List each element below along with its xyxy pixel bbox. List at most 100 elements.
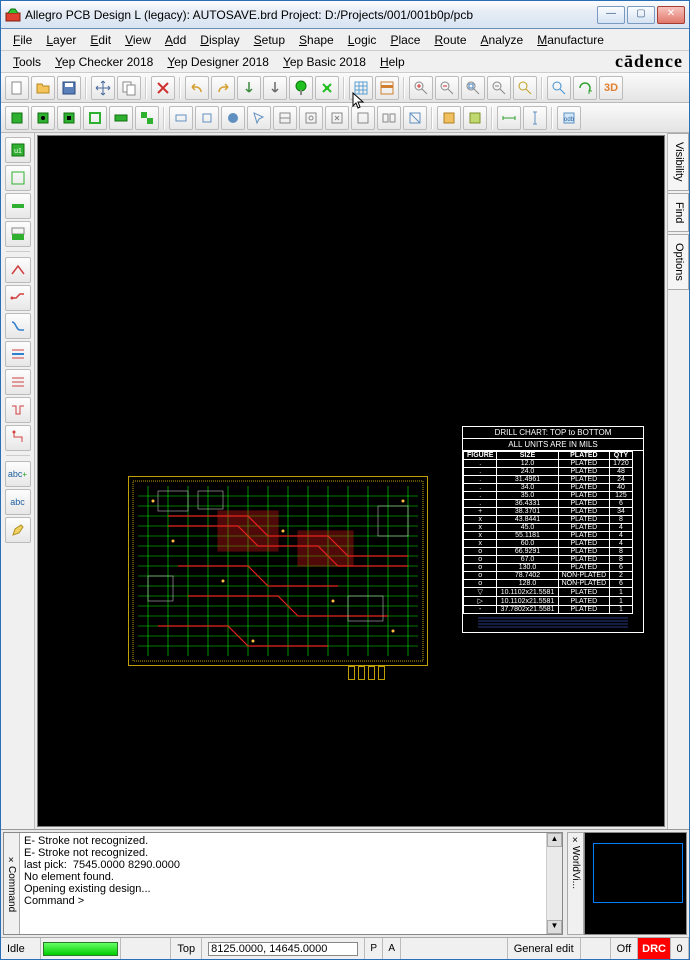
main-area: u1 abc+ abc — [1, 133, 689, 829]
shape-3-button[interactable] — [57, 106, 81, 130]
status-drc[interactable]: DRC — [638, 938, 671, 959]
status-a[interactable]: A — [383, 938, 401, 959]
3d-button[interactable]: 3D — [599, 76, 623, 100]
copy-button[interactable] — [117, 76, 141, 100]
vtool-text-edit-button[interactable]: abc — [5, 489, 31, 515]
worldview-tab[interactable]: ×WorldVi... — [567, 832, 584, 935]
redo-button[interactable] — [211, 76, 235, 100]
menu-file[interactable]: File — [7, 31, 38, 49]
find-tab[interactable]: Find — [668, 193, 689, 232]
zoom-world-button[interactable] — [547, 76, 571, 100]
drill-row: o66.9291PLATED8 — [464, 548, 633, 556]
menu-tools[interactable]: Tools — [7, 53, 47, 71]
coords-input[interactable] — [208, 942, 358, 956]
tool-b-button[interactable] — [299, 106, 323, 130]
move-button[interactable] — [91, 76, 115, 100]
new-button[interactable] — [5, 76, 29, 100]
worldview-close-icon[interactable]: × — [572, 835, 578, 846]
vtool-2-button[interactable] — [5, 165, 31, 191]
menu-display[interactable]: Display — [194, 31, 245, 49]
menu-view[interactable]: View — [119, 31, 157, 49]
drc-2-button[interactable] — [463, 106, 487, 130]
menu-yep-checker-2018[interactable]: Yep Checker 2018 — [49, 53, 159, 71]
drc-1-button[interactable] — [437, 106, 461, 130]
layers-button[interactable] — [375, 76, 399, 100]
vtool-route-7-button[interactable] — [5, 425, 31, 451]
command-log[interactable]: E- Stroke not recognized. E- Stroke not … — [20, 833, 546, 934]
zoom-out-button[interactable] — [435, 76, 459, 100]
menu-shape[interactable]: Shape — [293, 31, 340, 49]
scroll-down-icon[interactable]: ▼ — [547, 920, 562, 934]
command-close-icon[interactable]: × — [8, 855, 14, 866]
tool-a-button[interactable] — [273, 106, 297, 130]
vtool-4-button[interactable] — [5, 221, 31, 247]
tool-c-button[interactable] — [325, 106, 349, 130]
vtool-route-3-button[interactable] — [5, 313, 31, 339]
shape-6-button[interactable] — [135, 106, 159, 130]
tool-e-button[interactable] — [377, 106, 401, 130]
menu-manufacture[interactable]: Manufacture — [531, 31, 610, 49]
status-p[interactable]: P — [365, 938, 383, 959]
dim-h-button[interactable] — [497, 106, 521, 130]
grid-button[interactable] — [349, 76, 373, 100]
command-scrollbar[interactable]: ▲ ▼ — [546, 833, 562, 934]
circle-button[interactable] — [221, 106, 245, 130]
menu-route[interactable]: Route — [428, 31, 472, 49]
vtool-route-5-button[interactable] — [5, 369, 31, 395]
select-button[interactable] — [247, 106, 271, 130]
vtool-text-add-button[interactable]: abc+ — [5, 461, 31, 487]
export-button[interactable]: odb — [557, 106, 581, 130]
titlebar: Allegro PCB Design L (legacy): AUTOSAVE.… — [1, 1, 689, 29]
vtool-layer-button[interactable]: u1 — [5, 137, 31, 163]
arrow-down-1-button[interactable] — [237, 76, 261, 100]
delete-button[interactable] — [151, 76, 175, 100]
minimize-button[interactable]: — — [597, 6, 625, 24]
vtool-route-4-button[interactable] — [5, 341, 31, 367]
pin-green-button[interactable] — [289, 76, 313, 100]
menu-yep-designer-2018[interactable]: Yep Designer 2018 — [161, 53, 275, 71]
worldview-canvas[interactable] — [584, 832, 687, 935]
vtool-3-button[interactable] — [5, 193, 31, 219]
shape-1-button[interactable] — [5, 106, 29, 130]
scroll-up-icon[interactable]: ▲ — [547, 833, 562, 847]
open-button[interactable] — [31, 76, 55, 100]
menu-edit[interactable]: Edit — [84, 31, 117, 49]
dim-v-button[interactable] — [523, 106, 547, 130]
square-button[interactable] — [195, 106, 219, 130]
vtool-route-1-button[interactable] — [5, 257, 31, 283]
shape-5-button[interactable] — [109, 106, 133, 130]
maximize-button[interactable]: ▢ — [627, 6, 655, 24]
refresh-button[interactable] — [573, 76, 597, 100]
menu-yep-basic-2018[interactable]: Yep Basic 2018 — [277, 53, 372, 71]
menu-analyze[interactable]: Analyze — [475, 31, 530, 49]
menu-layer[interactable]: Layer — [40, 31, 82, 49]
menu-place[interactable]: Place — [384, 31, 426, 49]
visibility-tab[interactable]: Visibility — [668, 133, 689, 191]
close-button[interactable]: ✕ — [657, 6, 685, 24]
zoom-sel-button[interactable] — [513, 76, 537, 100]
zoom-fit-button[interactable] — [461, 76, 485, 100]
tool-f-button[interactable] — [403, 106, 427, 130]
drill-row: o128.0NON-PLATED6 — [464, 580, 633, 588]
arrow-down-2-button[interactable] — [263, 76, 287, 100]
menu-logic[interactable]: Logic — [342, 31, 383, 49]
command-tab[interactable]: ×Command — [4, 833, 20, 934]
undo-button[interactable] — [185, 76, 209, 100]
menu-setup[interactable]: Setup — [248, 31, 291, 49]
menu-help[interactable]: Help — [374, 53, 411, 71]
vtool-pencil-button[interactable] — [5, 517, 31, 543]
zoom-in-button[interactable] — [409, 76, 433, 100]
menu-add[interactable]: Add — [159, 31, 192, 49]
pin-green2-button[interactable] — [315, 76, 339, 100]
shape-4-button[interactable] — [83, 106, 107, 130]
options-tab[interactable]: Options — [668, 234, 689, 290]
drill-row: ▷10.1102x21.5581PLATED1 — [464, 597, 633, 606]
save-button[interactable] — [57, 76, 81, 100]
shape-2-button[interactable] — [31, 106, 55, 130]
zoom-prev-button[interactable] — [487, 76, 511, 100]
rect-button[interactable] — [169, 106, 193, 130]
vtool-route-6-button[interactable] — [5, 397, 31, 423]
vtool-route-2-button[interactable] — [5, 285, 31, 311]
tool-d-button[interactable] — [351, 106, 375, 130]
design-canvas[interactable]: DRILL CHART: TOP to BOTTOM ALL UNITS ARE… — [37, 135, 665, 827]
